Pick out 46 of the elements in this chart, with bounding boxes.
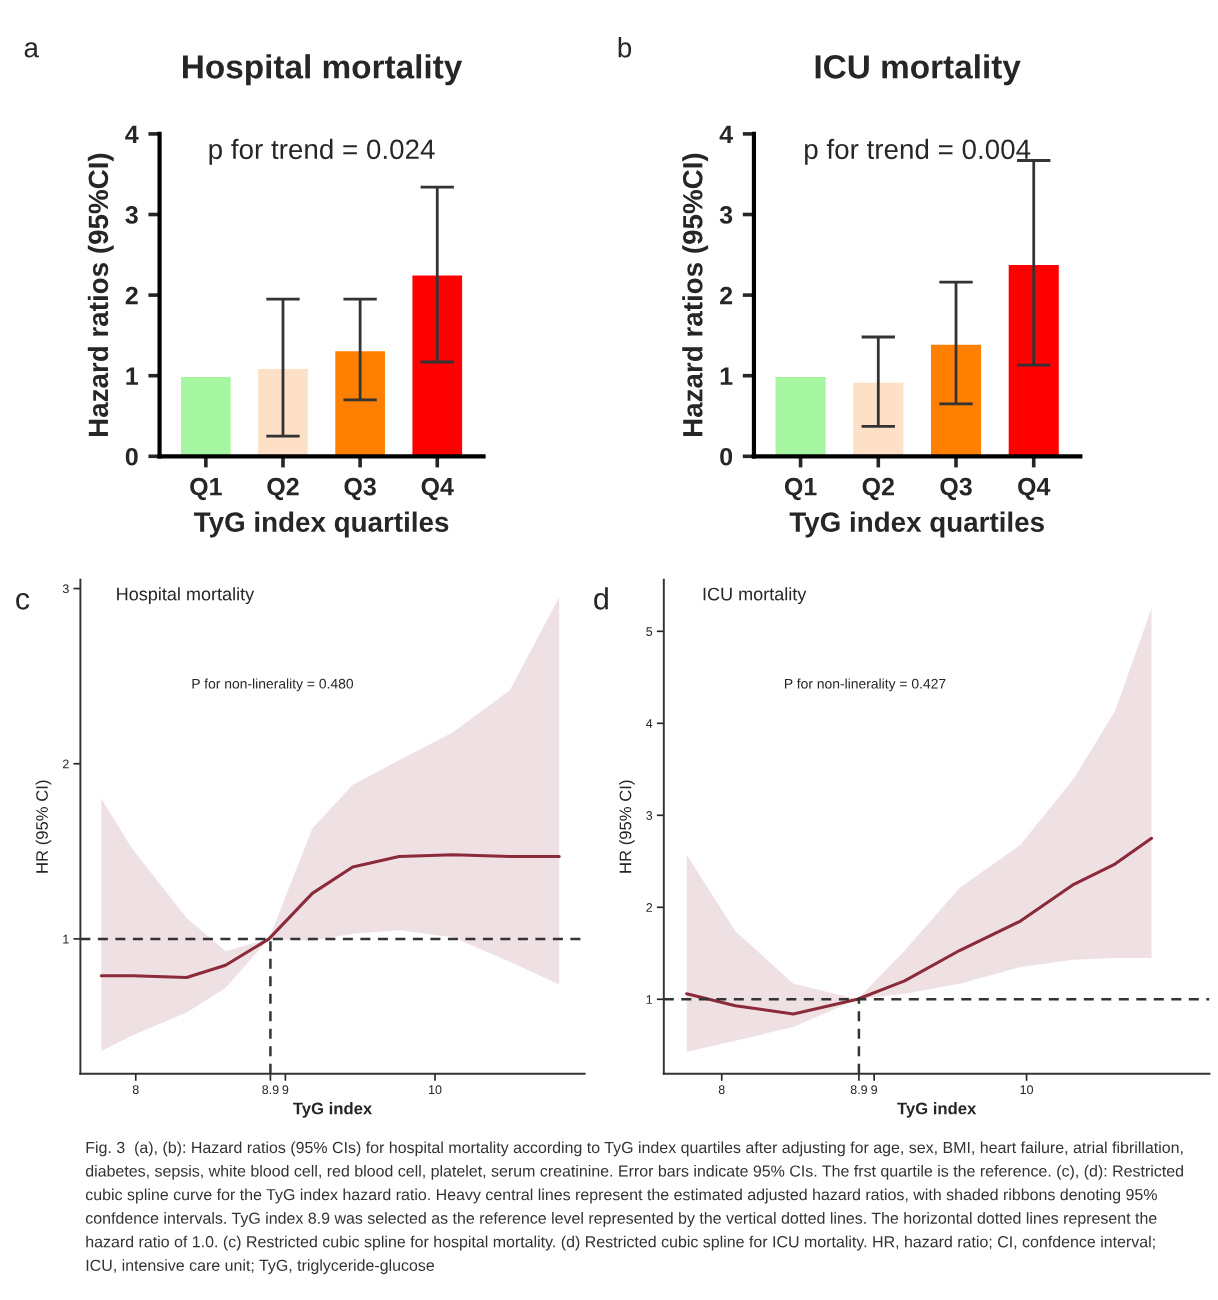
y-axis-title: Hazard ratios (95%CI) <box>682 153 709 437</box>
chart-title: ICU mortality <box>815 54 1021 86</box>
y-axis-title: Hazard ratios (95%CI) <box>87 153 114 437</box>
y-tick-label: 1 <box>720 367 733 385</box>
annotation: p for trend = 0.004 <box>805 138 1031 165</box>
y-tick-label: 0 <box>125 447 138 466</box>
bar <box>850 379 907 457</box>
x-tick-label: Q3 <box>940 477 972 501</box>
y-tick-label: 2 <box>125 286 138 305</box>
x-tick-label: Q2 <box>862 477 894 501</box>
line-series <box>99 853 561 979</box>
text: d <box>594 587 608 610</box>
y-tick-label: 2 <box>720 286 733 305</box>
bar <box>255 366 311 457</box>
y-tick-label: 0 <box>720 447 733 466</box>
y-axis-title: HR (95% CI) <box>35 780 52 873</box>
bar <box>409 272 465 457</box>
x-axis-title: TyG index quartiles <box>789 511 1044 538</box>
y-tick-label: 4 <box>125 125 139 143</box>
bar <box>332 348 388 457</box>
bar <box>178 374 234 457</box>
text: b <box>618 37 632 58</box>
bar <box>772 374 829 457</box>
x-tick-label: Q1 <box>190 477 222 501</box>
y-tick-label: 1 <box>126 367 139 385</box>
bar <box>1005 262 1062 457</box>
y-axis-title: HR (95% CI) <box>619 780 635 873</box>
line-series <box>685 836 1154 1016</box>
chart-title: Hospital mortality <box>117 587 255 605</box>
x-axis-title: TyG index <box>897 1102 977 1118</box>
chart-title: ICU mortality <box>703 587 807 605</box>
y-tick-label: 3 <box>719 206 733 224</box>
x-tick-label: Q2 <box>267 477 299 501</box>
x-axis-title: TyG index <box>293 1102 373 1118</box>
y-tick-label: 4 <box>719 125 733 143</box>
x-tick-label: Q1 <box>784 477 817 501</box>
x-axis-title: TyG index quartiles <box>194 511 449 538</box>
x-tick-label: Q4 <box>421 477 454 501</box>
chart-title: Hospital mortality <box>183 54 463 86</box>
x-tick-label: Q3 <box>344 477 376 501</box>
x-tick-label: Q4 <box>1018 477 1051 501</box>
y-tick-label: 3 <box>125 206 138 224</box>
text: a <box>24 42 39 58</box>
bar <box>928 342 984 457</box>
text: c <box>16 592 30 610</box>
annotation: p for trend = 0.024 <box>209 138 435 165</box>
